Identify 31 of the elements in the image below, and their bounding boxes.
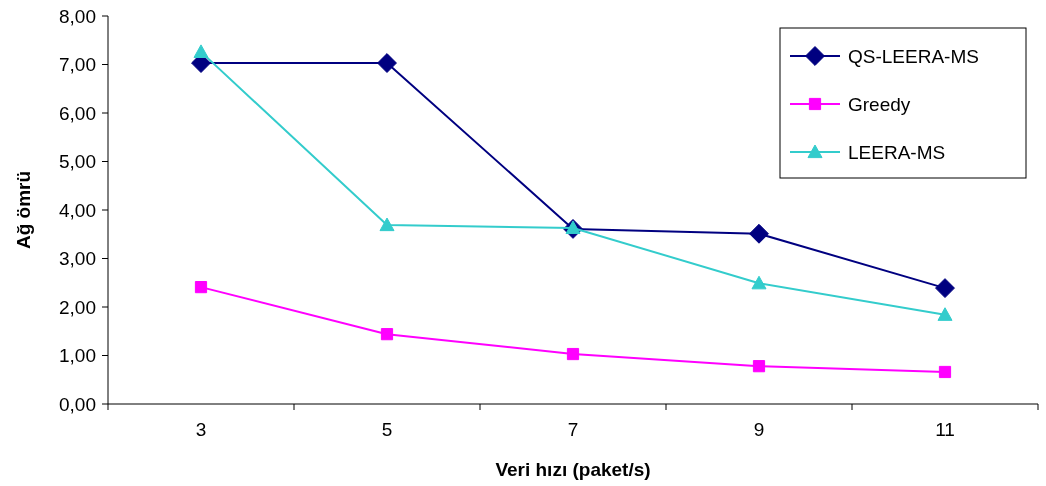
y-tick-label: 1,00	[59, 345, 96, 367]
point	[938, 365, 952, 379]
y-tick-label: 6,00	[59, 102, 96, 124]
y-tick-label: 3,00	[59, 248, 96, 270]
y-tick-label: 5,00	[59, 151, 96, 173]
point	[194, 281, 208, 294]
point	[193, 44, 209, 58]
point	[380, 328, 394, 341]
point	[377, 53, 397, 73]
legend-label: LEERA-MS	[848, 141, 946, 163]
legend-label: Greedy	[848, 93, 911, 115]
y-axis-title: Ağ ömrü	[13, 170, 34, 250]
x-tick-label: 3	[195, 419, 207, 440]
x-tick-label: 9	[753, 419, 765, 440]
point	[379, 217, 395, 232]
point	[752, 360, 766, 373]
point	[749, 223, 769, 244]
y-tick-label: 7,00	[59, 54, 96, 76]
x-tick-label: 5	[381, 419, 393, 440]
y-tick-label: 0,00	[59, 393, 96, 415]
x-tick-label: 7	[567, 419, 579, 440]
point	[751, 275, 767, 290]
point	[935, 278, 955, 299]
point	[566, 347, 580, 361]
point	[937, 307, 953, 321]
x-axis-title: Veri hızı (paket/s)	[495, 459, 651, 480]
x-tick-label: 11	[935, 419, 955, 440]
legend-label: QS-LEERA-MS	[848, 45, 979, 67]
y-tick-label: 2,00	[59, 296, 96, 318]
y-tick-label: 8,00	[59, 5, 96, 27]
y-tick-label: 4,00	[59, 199, 96, 221]
